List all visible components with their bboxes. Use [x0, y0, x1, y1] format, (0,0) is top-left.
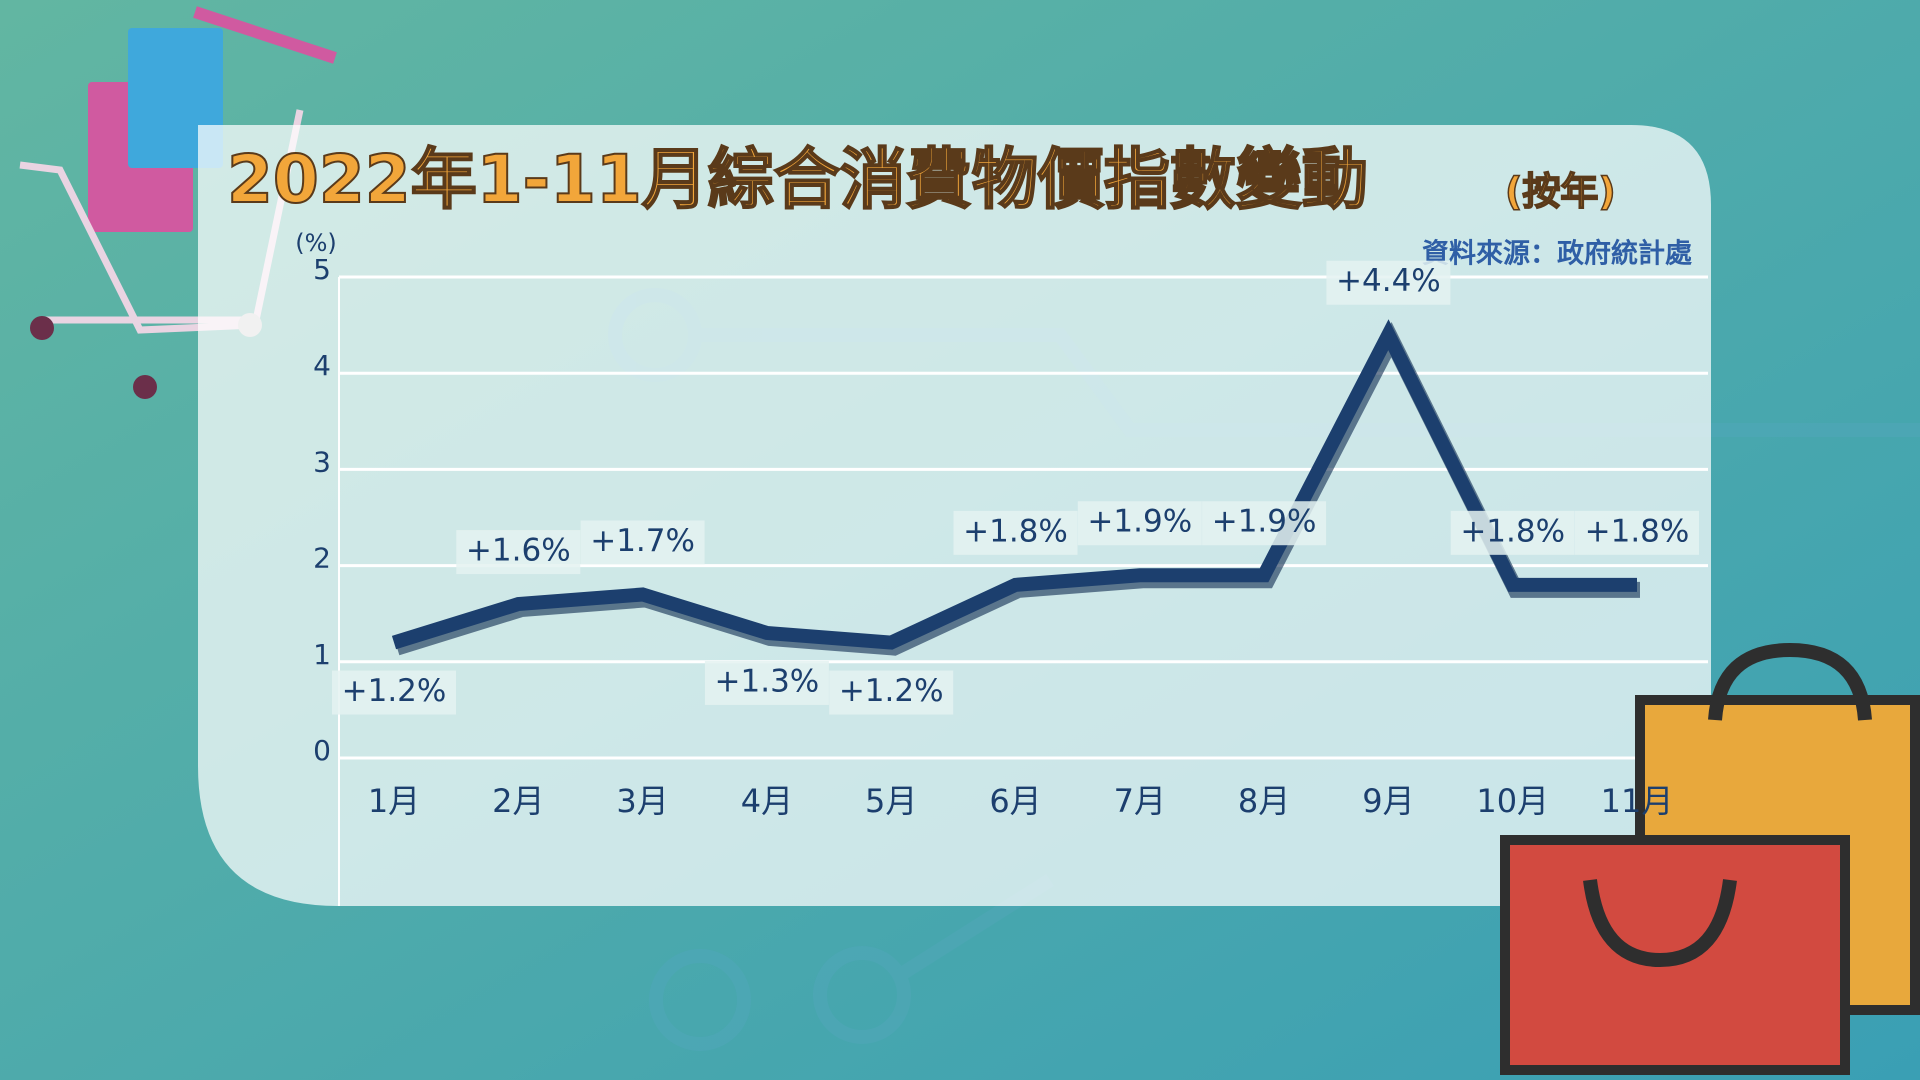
value-label-group: +1.6%: [456, 530, 581, 575]
value-label-bg: [704, 660, 829, 705]
value-label-group: +4.4%: [1326, 260, 1451, 305]
value-label-bg: [580, 520, 705, 565]
value-label: +1.2%: [839, 673, 944, 709]
value-label-group: +1.8%: [1450, 510, 1575, 555]
x-tick-label: 1月: [368, 782, 420, 820]
y-tick-label: 3: [313, 445, 331, 478]
value-label-group: +1.8%: [953, 510, 1078, 555]
value-label-bg: [332, 670, 456, 715]
y-tick-label: 4: [313, 349, 331, 382]
value-label-bg: [1202, 501, 1327, 546]
value-label-bg: [1326, 260, 1451, 305]
x-tick-label: 10月: [1476, 782, 1549, 820]
y-tick-label: 1: [313, 638, 331, 671]
x-tick-label: 4月: [741, 782, 793, 820]
value-label: +1.9%: [1087, 504, 1192, 540]
y-axis-label: (%): [295, 229, 337, 257]
value-label-group: +1.2%: [829, 670, 954, 715]
x-tick-label: 7月: [1114, 782, 1166, 820]
y-tick-label: 0: [313, 734, 331, 767]
value-label-group: +1.9%: [1202, 501, 1327, 546]
y-tick-label: 2: [313, 542, 331, 575]
value-label-bg: [953, 510, 1078, 555]
x-tick-label: 5月: [865, 782, 917, 820]
value-label-group: +1.8%: [1575, 510, 1699, 555]
y-tick-label: 5: [313, 253, 331, 286]
chart-title: 2022年1-11月綜合消費物價指數變動: [227, 141, 1368, 218]
x-tick-label: 2月: [492, 782, 544, 820]
x-tick-label: 9月: [1362, 782, 1414, 820]
x-tick-label: 3月: [616, 782, 668, 820]
value-label: +4.4%: [1336, 263, 1441, 299]
x-tick-label: 6月: [989, 782, 1041, 820]
decor-bags: [1500, 642, 1920, 1075]
value-label-group: +1.7%: [580, 520, 705, 565]
x-tick-label: 11月: [1601, 782, 1674, 820]
value-label-bg: [1450, 510, 1575, 555]
value-label: +1.8%: [1585, 513, 1690, 549]
value-label: +1.6%: [466, 533, 571, 569]
chart-subtitle: (按年): [1505, 170, 1616, 214]
value-label-group: +1.2%: [332, 670, 456, 715]
value-label: +1.8%: [963, 513, 1068, 549]
value-label-group: +1.9%: [1077, 501, 1202, 546]
value-label: +1.3%: [715, 663, 820, 699]
x-tick-label: 8月: [1238, 782, 1290, 820]
value-label-group: +1.3%: [704, 660, 829, 705]
value-label: +1.7%: [590, 523, 695, 559]
line: [391, 319, 1637, 650]
value-label-bg: [1575, 510, 1699, 555]
value-label-bg: [1077, 501, 1202, 546]
value-label: +1.2%: [342, 673, 447, 709]
value-label: +1.9%: [1212, 504, 1317, 540]
source: 資料來源：政府統計處: [1422, 238, 1692, 270]
value-label-bg: [829, 670, 954, 715]
value-label: +1.8%: [1460, 513, 1565, 549]
value-label-bg: [456, 530, 581, 575]
